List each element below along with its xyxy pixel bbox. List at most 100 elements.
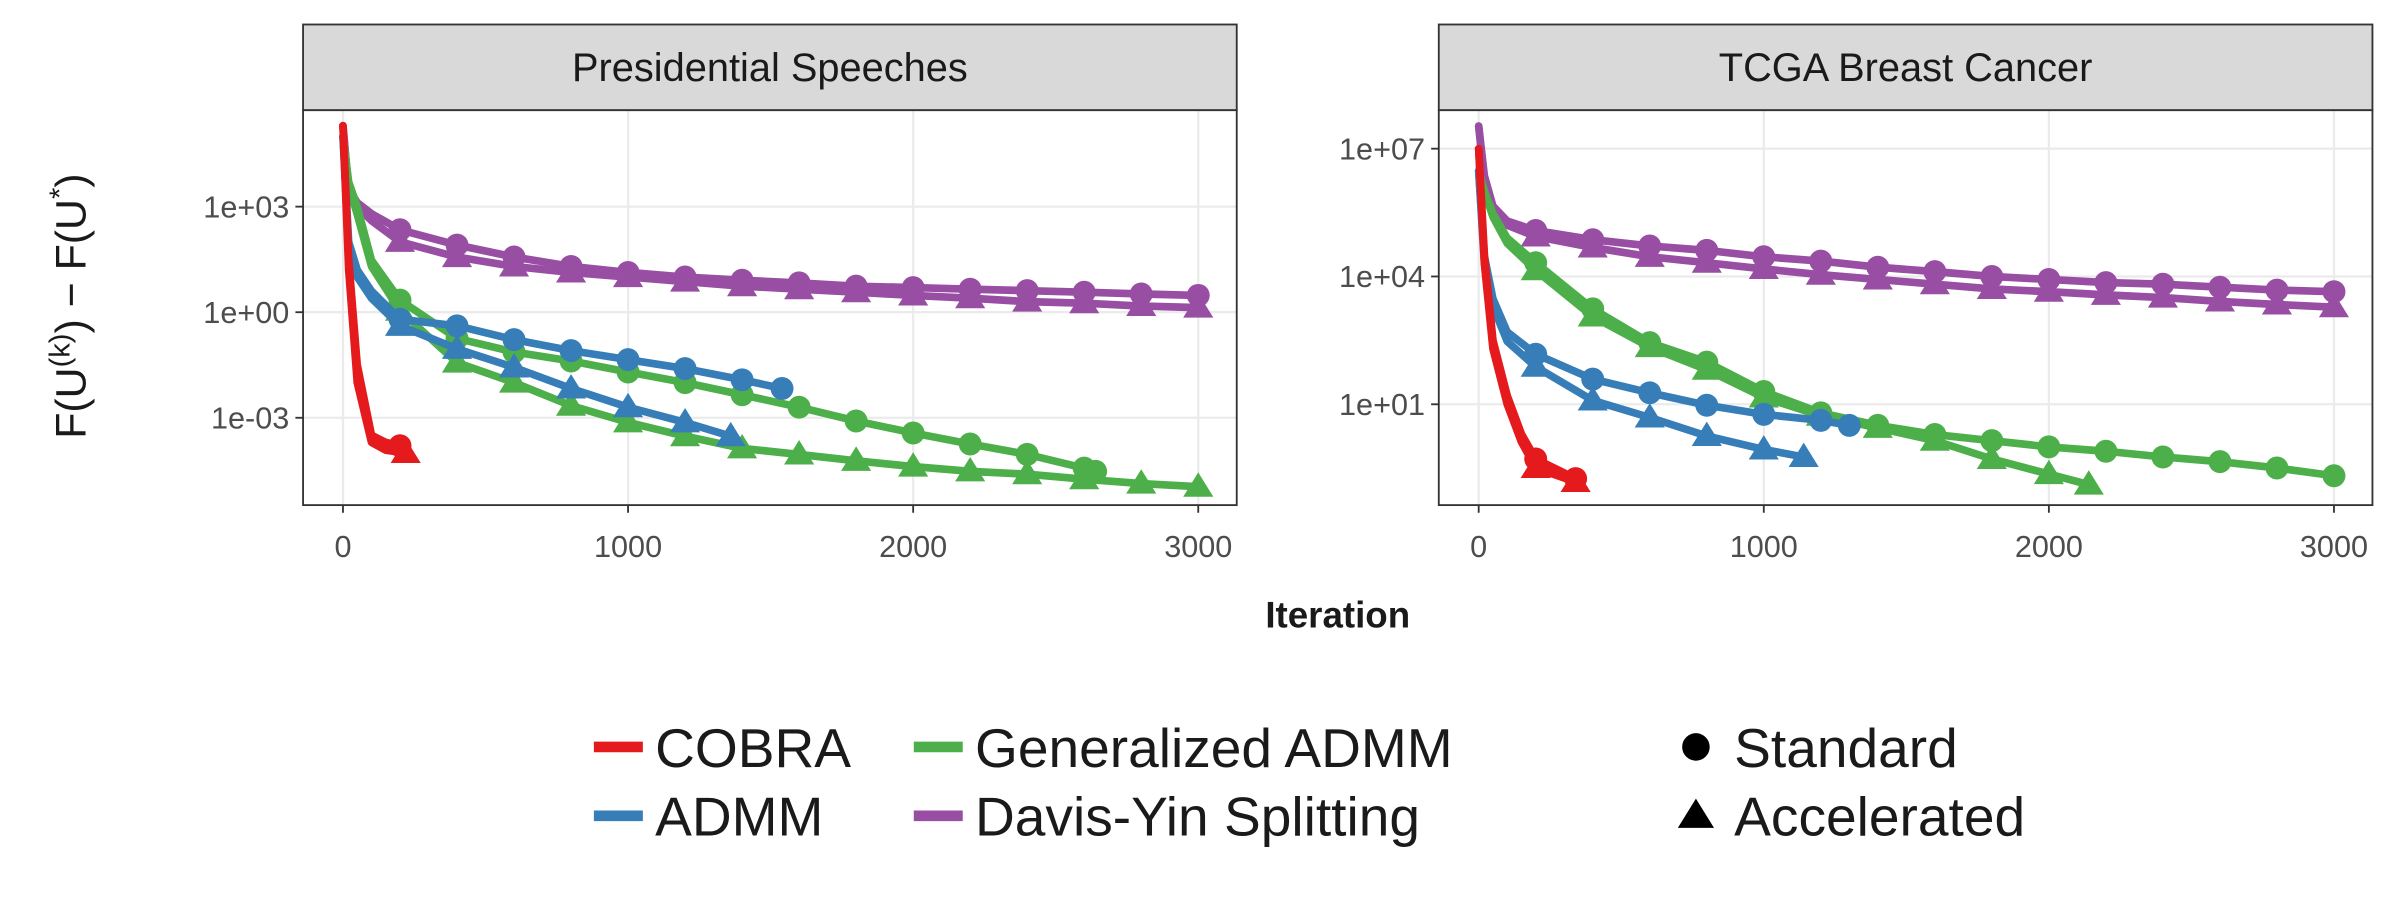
- x-tick-label: 0: [334, 530, 351, 564]
- marker: [2265, 456, 2289, 480]
- marker: [770, 377, 794, 400]
- series-layer: [339, 121, 1214, 497]
- x-tick-label: 2000: [879, 530, 947, 564]
- marker: [2265, 278, 2289, 302]
- marker: [441, 242, 473, 268]
- panel-border: [1437, 109, 2374, 507]
- panel-border: [302, 109, 1238, 507]
- marker: [787, 395, 811, 419]
- legend-label: COBRA: [655, 717, 851, 779]
- marker: [1577, 302, 1608, 327]
- marker: [1837, 413, 1861, 437]
- marker: [1805, 260, 1836, 285]
- y-label-sup: (k): [45, 334, 77, 368]
- marker: [2033, 459, 2064, 485]
- marker: [844, 409, 868, 433]
- marker: [2147, 283, 2178, 308]
- marker: [498, 353, 530, 378]
- marker: [1520, 222, 1551, 247]
- marker: [1012, 287, 1043, 312]
- strip: [1437, 23, 2374, 112]
- marker: [1520, 255, 1551, 281]
- marker: [1788, 442, 1819, 468]
- marker: [730, 368, 754, 392]
- x-tick-label: 0: [1470, 530, 1487, 564]
- y-axis-label: F(U(k)) − F(U*): [45, 173, 96, 438]
- marker: [1976, 274, 2007, 299]
- marker: [1015, 442, 1039, 466]
- marker: [1183, 293, 1214, 318]
- marker: [2033, 277, 2064, 302]
- marker: [670, 408, 701, 433]
- marker: [1748, 254, 1779, 280]
- marker: [1520, 352, 1551, 377]
- y-label-sup: *: [45, 188, 77, 199]
- y-label-part: F(U: [48, 367, 96, 438]
- marker: [901, 421, 925, 445]
- marker: [841, 446, 872, 471]
- marker: [555, 374, 587, 399]
- marker: [1919, 269, 1950, 295]
- marker: [559, 339, 583, 363]
- marker: [670, 267, 701, 292]
- marker: [1183, 472, 1214, 497]
- marker: [1069, 288, 1100, 314]
- legend-label: Davis-Yin Splitting: [975, 786, 1420, 848]
- marker: [1809, 408, 1833, 432]
- marker: [727, 271, 758, 297]
- series-layer: [1474, 122, 2350, 495]
- marker: [1695, 393, 1719, 417]
- marker: [958, 432, 982, 456]
- y-tick-label: 1e+03: [203, 190, 289, 224]
- marker: [1919, 426, 1950, 451]
- marker: [441, 334, 473, 359]
- marker: [727, 434, 758, 459]
- x-tick-label: 3000: [2300, 530, 2368, 564]
- marker: [2037, 435, 2061, 459]
- marker: [715, 421, 746, 447]
- marker: [898, 281, 929, 306]
- x-tick-label: 1000: [1730, 530, 1798, 564]
- marker: [1012, 459, 1043, 485]
- legend-label: Generalized ADMM: [975, 717, 1453, 779]
- marker: [2318, 292, 2350, 318]
- marker: [1691, 421, 1722, 447]
- marker: [498, 252, 530, 277]
- marker: [555, 391, 587, 416]
- marker: [612, 392, 644, 418]
- y-tick-label: 1e+01: [1339, 388, 1425, 422]
- marker: [555, 258, 587, 283]
- marker: [670, 421, 701, 447]
- marker: [2094, 439, 2118, 463]
- marker: [1862, 265, 1893, 290]
- marker: [1976, 444, 2007, 470]
- strip: [302, 23, 1238, 112]
- marker: [955, 457, 986, 482]
- marker: [2261, 290, 2293, 315]
- x-tick-label: 1000: [594, 530, 662, 564]
- marker: [1520, 453, 1551, 479]
- marker: [2322, 464, 2346, 488]
- panel-title: TCGA Breast Cancer: [1719, 46, 2093, 90]
- legend-label: Standard: [1734, 717, 1958, 779]
- y-tick-label: 1e+00: [203, 296, 289, 330]
- panel-title: Presidential Speeches: [572, 46, 968, 90]
- marker: [1634, 332, 1665, 358]
- marker: [2322, 280, 2346, 304]
- marker: [2208, 450, 2232, 474]
- y-tick-label: 1e+07: [1339, 132, 1425, 166]
- legend-label: Accelerated: [1734, 786, 2025, 848]
- marker: [1634, 403, 1665, 428]
- marker: [384, 227, 416, 252]
- marker: [2204, 287, 2235, 312]
- y-label-part: ) − F(U: [48, 199, 96, 333]
- marker: [2151, 445, 2175, 469]
- marker: [384, 311, 416, 336]
- marker: [1581, 367, 1605, 391]
- marker: [2073, 470, 2104, 495]
- marker: [1577, 386, 1608, 411]
- marker: [1634, 242, 1665, 267]
- marker: [2090, 280, 2121, 305]
